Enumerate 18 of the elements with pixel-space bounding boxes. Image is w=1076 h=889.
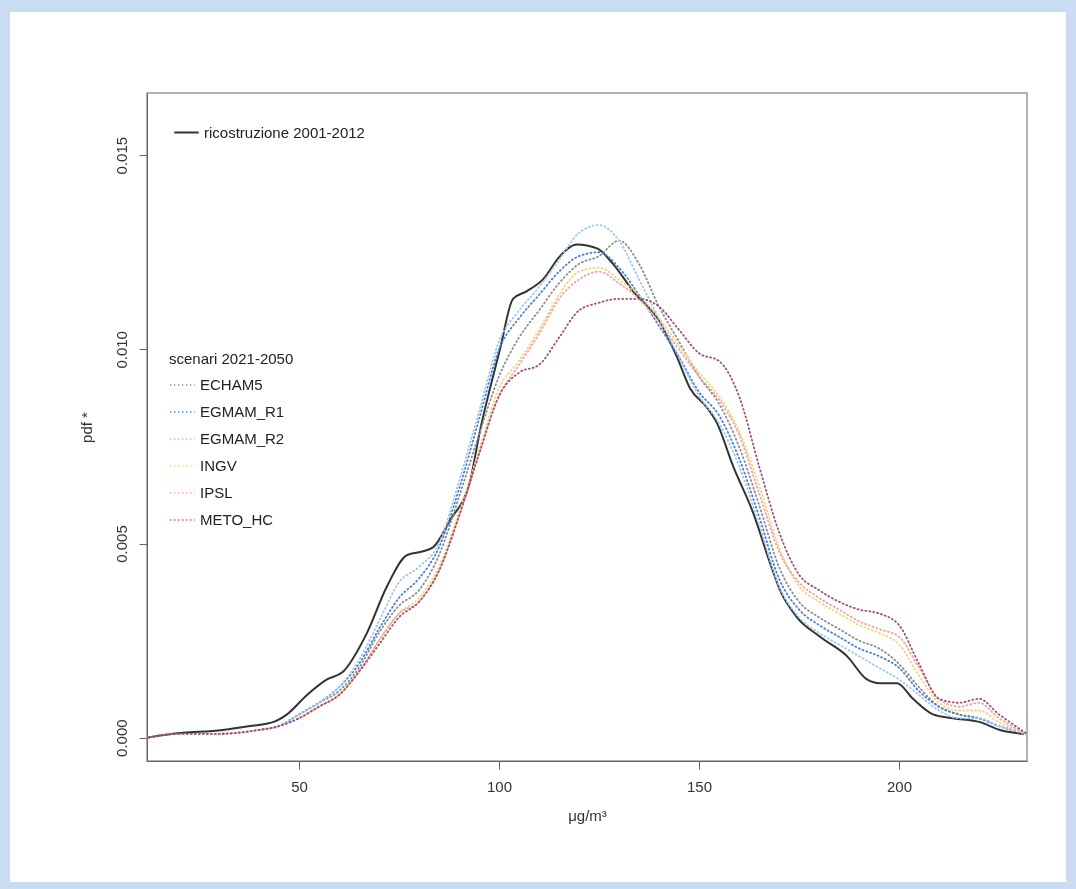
legend-label: IPSL (200, 484, 233, 501)
legend-title: scenari 2021-2050 (169, 349, 294, 367)
y-tick-label: 0.000 (112, 719, 130, 757)
y-tick-label: 0.005 (112, 525, 130, 563)
x-tick-label: 200 (886, 777, 913, 795)
x-axis-title: μg/m³ (568, 806, 607, 824)
legend-label: INGV (200, 457, 237, 474)
legend-label: EGMAM_R1 (200, 403, 285, 420)
x-tick-label: 150 (686, 777, 713, 795)
y-axis-title: pdf * (77, 411, 95, 443)
legend-label: METO_HC (200, 511, 274, 528)
y-tick-label: 0.010 (112, 331, 130, 369)
x-tick-label: 100 (486, 777, 513, 795)
x-tick-label: 50 (291, 777, 308, 795)
legend-label: ricostruzione 2001-2012 (204, 123, 365, 141)
legend-label: EGMAM_R2 (200, 430, 285, 447)
y-tick-label: 0.015 (112, 136, 130, 175)
legend-label: ECHAM5 (200, 376, 263, 393)
